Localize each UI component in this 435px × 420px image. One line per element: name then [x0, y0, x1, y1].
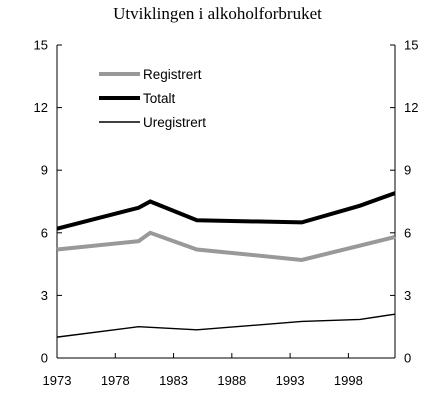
x-tick-label: 1988 — [217, 373, 246, 388]
y-tick-label-left: 0 — [41, 351, 48, 366]
chart-title: Utviklingen i alkoholforbruket — [113, 4, 322, 23]
legend-label-uregistrert: Uregistrert — [143, 115, 206, 130]
x-tick-label: 1998 — [334, 373, 363, 388]
y-tick-label-right: 12 — [404, 100, 418, 115]
x-tick-label: 1978 — [101, 373, 130, 388]
y-tick-label-right: 6 — [404, 225, 411, 240]
series-layer — [56, 191, 396, 338]
y-tick-label-left: 3 — [41, 288, 48, 303]
axes: 0 0 3 3 6 6 9 9 12 12 15 15 1973 1978 1983 1988 1993 1998 — [34, 38, 419, 389]
y-tick-label-right: 0 — [404, 351, 411, 366]
y-tick-label-left: 12 — [34, 100, 48, 115]
y-tick-label-right: 9 — [404, 163, 411, 178]
y-tick-label-left: 6 — [41, 225, 48, 240]
legend-label-registrert: Registrert — [143, 67, 202, 82]
y-tick-label-right: 3 — [404, 288, 411, 303]
series-line-registrert — [56, 230, 396, 262]
x-tick-label: 1983 — [159, 373, 188, 388]
y-tick-label-left: 9 — [41, 163, 48, 178]
y-tick-label-left: 15 — [34, 38, 48, 53]
x-tick-label: 1993 — [276, 373, 305, 388]
series-line-totalt — [56, 191, 396, 231]
legend: Registrert Totalt Uregistrert — [99, 67, 206, 130]
y-tick-label-right: 15 — [404, 38, 418, 53]
x-tick-label: 1973 — [43, 373, 72, 388]
series-line-uregistrert — [56, 313, 396, 338]
legend-label-totalt: Totalt — [143, 91, 176, 106]
